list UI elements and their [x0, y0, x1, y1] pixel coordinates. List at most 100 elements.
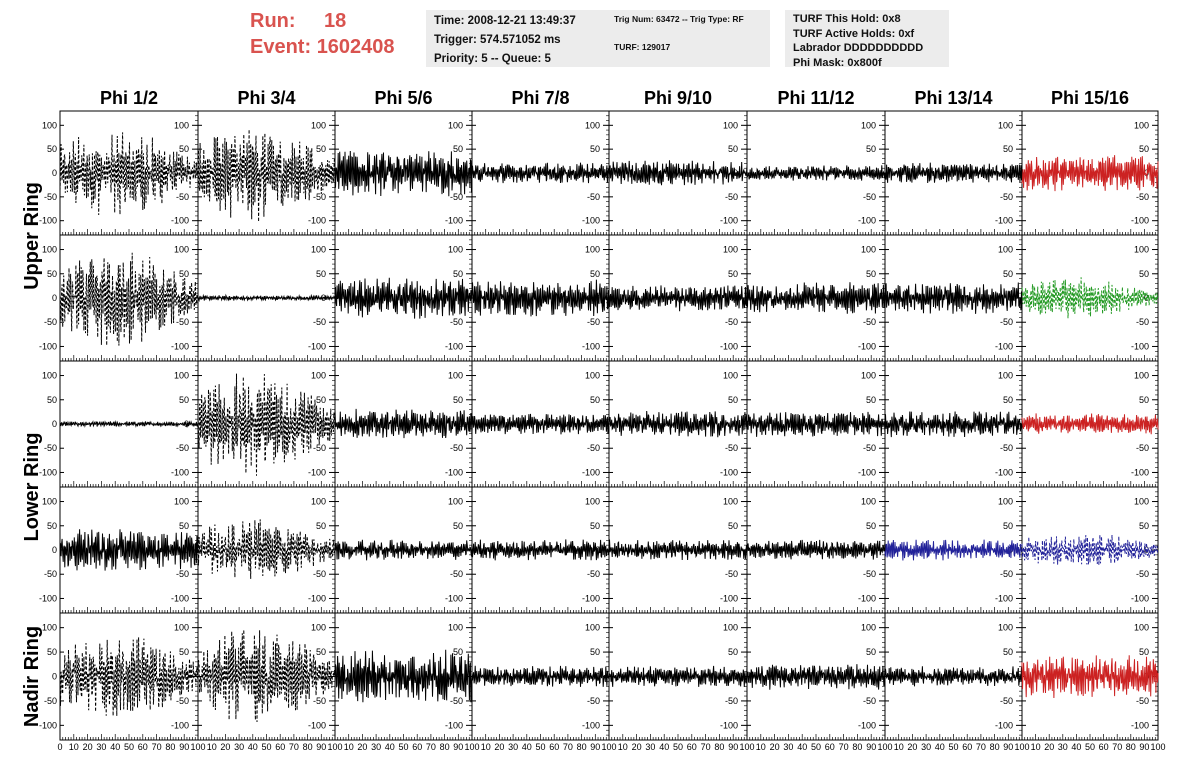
y-tick-label: -100	[582, 216, 600, 226]
y-tick-label: 50	[590, 144, 600, 154]
y-tick-label: -50	[725, 192, 738, 202]
x-tick-label: 90	[453, 742, 463, 752]
y-tick-label: -100	[720, 467, 738, 477]
x-tick-label: 10	[207, 742, 217, 752]
y-tick-label: -100	[858, 467, 876, 477]
y-tick-label: -100	[995, 341, 1013, 351]
y-tick-label: 50	[316, 395, 326, 405]
column-title-2: Phi 3/4	[237, 88, 295, 108]
y-tick-label: -50	[863, 569, 876, 579]
y-tick-label: -50	[176, 569, 189, 579]
y-tick-label: -50	[176, 443, 189, 453]
y-tick-label-left: -50	[44, 192, 57, 202]
waveform-trace	[59, 529, 199, 571]
y-tick-label: 50	[316, 647, 326, 657]
row-label-3: Nadir Ring	[21, 626, 43, 727]
y-tick-label: -50	[587, 569, 600, 579]
y-tick-label: -100	[995, 720, 1013, 730]
trigger-info-box: Trig Num: 63472 -- Trig Type: RF TURF: 1…	[606, 10, 770, 67]
waveform-trace	[334, 277, 473, 319]
x-tick-label: 90	[590, 742, 600, 752]
y-tick-label: 100	[174, 120, 189, 130]
y-tick-label: 50	[1139, 144, 1149, 154]
y-tick-label: 100	[585, 245, 600, 255]
y-tick-label: -100	[445, 216, 463, 226]
y-tick-label-left: 100	[42, 245, 57, 255]
y-tick-label: 100	[998, 371, 1013, 381]
y-tick-label: -50	[587, 443, 600, 453]
y-tick-label: 50	[179, 647, 189, 657]
y-tick-label: -50	[1136, 317, 1149, 327]
y-tick-label: -50	[313, 192, 326, 202]
x-tick-label: 60	[275, 742, 285, 752]
y-tick-label: -50	[313, 569, 326, 579]
waveform-trace	[471, 665, 610, 687]
y-tick-label: -50	[1136, 192, 1149, 202]
x-tick-label: 50	[398, 742, 408, 752]
y-tick-label: 100	[723, 120, 738, 130]
y-tick-label: 100	[448, 371, 463, 381]
y-tick-label: -50	[1000, 696, 1013, 706]
y-tick-label-left: 100	[42, 497, 57, 507]
y-tick-label: 100	[998, 497, 1013, 507]
waveform-trace	[197, 519, 336, 579]
y-tick-label: 100	[861, 120, 876, 130]
labrador-text: Labrador DDDDDDDDDD	[793, 42, 924, 54]
x-tick-label: 80	[165, 742, 175, 752]
x-tick-label: 10	[69, 742, 79, 752]
y-tick-label: -100	[445, 341, 463, 351]
y-tick-label: -50	[450, 696, 463, 706]
y-tick-label: 100	[723, 623, 738, 633]
x-tick-label: 0	[57, 742, 62, 752]
x-tick-label: 60	[138, 742, 148, 752]
y-tick-label: -50	[863, 317, 876, 327]
x-tick-label: 40	[659, 742, 669, 752]
x-tick-label: 50	[124, 742, 134, 752]
y-tick-label: -100	[1131, 467, 1149, 477]
y-tick-label: -100	[445, 467, 463, 477]
y-tick-label: 50	[590, 521, 600, 531]
x-tick-label: 30	[371, 742, 381, 752]
x-tick-label: 70	[976, 742, 986, 752]
time-info-box: Time: 2008-12-21 13:49:37 Trigger: 574.5…	[426, 10, 616, 67]
y-tick-label: -100	[308, 720, 326, 730]
y-tick-label: -50	[313, 317, 326, 327]
x-tick-label: 80	[303, 742, 313, 752]
x-tick-label: 30	[921, 742, 931, 752]
y-tick-label: -50	[176, 317, 189, 327]
turf-text: TURF: 129017	[614, 42, 671, 52]
y-tick-label: -100	[582, 467, 600, 477]
x-tick-label: 100	[1150, 742, 1165, 752]
y-tick-label: 100	[861, 497, 876, 507]
x-tick-label: 70	[1112, 742, 1122, 752]
y-tick-label: -50	[863, 443, 876, 453]
y-tick-label: -100	[995, 467, 1013, 477]
y-tick-label: 100	[998, 120, 1013, 130]
waveform-trace	[334, 150, 473, 197]
waveform-trace	[746, 664, 886, 690]
column-title-6: Phi 11/12	[777, 88, 854, 108]
priority-text: Priority: 5 -- Queue: 5	[434, 53, 551, 65]
x-tick-label: 20	[83, 742, 93, 752]
y-tick-label: -50	[1000, 317, 1013, 327]
panel-r1-c8: -100 -50 0 50 100	[1021, 110, 1159, 236]
x-tick-label: 50	[948, 742, 958, 752]
run-label: Run:	[250, 10, 296, 32]
waveform-trace	[608, 410, 748, 438]
waveform-trace	[884, 282, 1023, 314]
x-tick-label: 70	[839, 742, 849, 752]
waveform-trace	[59, 252, 199, 346]
x-tick-label: 40	[110, 742, 120, 752]
x-tick-label: 50	[673, 742, 683, 752]
y-tick-label-left: 100	[42, 120, 57, 130]
y-tick-label: -100	[445, 593, 463, 603]
y-tick-label: 50	[453, 144, 463, 154]
y-tick-label: -50	[725, 569, 738, 579]
x-tick-label: 90	[1003, 742, 1013, 752]
